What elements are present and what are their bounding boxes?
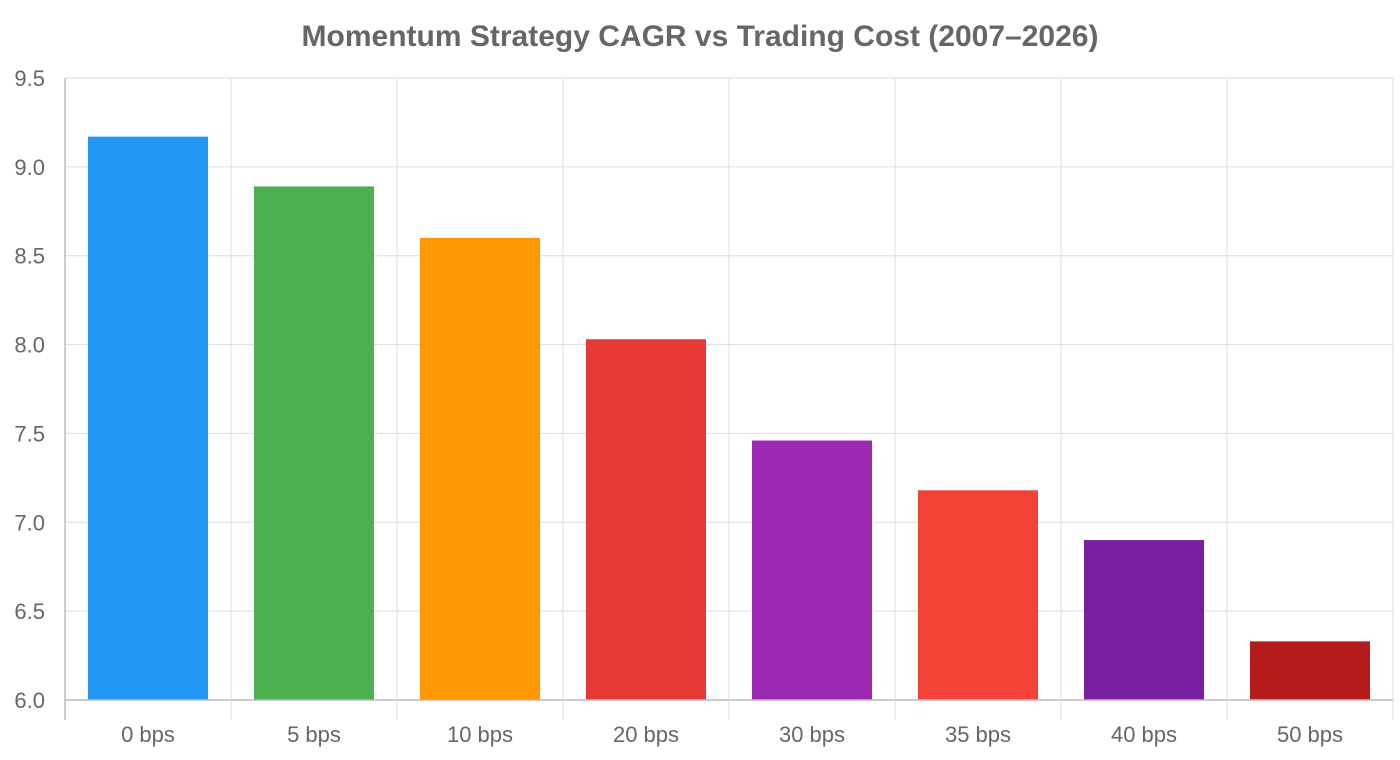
- x-tick-label: 20 bps: [613, 722, 679, 747]
- x-tick-label: 5 bps: [287, 722, 341, 747]
- x-tick-label: 40 bps: [1111, 722, 1177, 747]
- y-tick-label: 7.0: [14, 510, 45, 535]
- x-tick-label: 0 bps: [121, 722, 175, 747]
- y-axis-tick-labels: 6.0 6.5 7.0 7.5 8.0 8.5 9.0 9.5: [14, 66, 45, 713]
- x-tick-label: 35 bps: [945, 722, 1011, 747]
- x-tick-label: 10 bps: [447, 722, 513, 747]
- y-tick-label: 8.5: [14, 244, 45, 269]
- bar-10-bps: [420, 237, 540, 700]
- bar-30-bps: [752, 440, 872, 700]
- bars: [88, 136, 1370, 701]
- y-tick-label: 9.0: [14, 155, 45, 180]
- y-tick-label: 7.5: [14, 421, 45, 446]
- x-axis-tick-labels: 0 bps 5 bps 10 bps 20 bps 30 bps 35 bps 40 bps…: [121, 722, 1343, 747]
- y-tick-label: 8.0: [14, 333, 45, 358]
- bar-5-bps: [254, 186, 374, 701]
- bar-0-bps: [88, 136, 208, 700]
- axes: [64, 78, 1394, 720]
- bar-35-bps: [918, 490, 1038, 700]
- x-tick-label: 30 bps: [779, 722, 845, 747]
- bar-20-bps: [586, 339, 706, 700]
- y-tick-label: 6.0: [14, 688, 45, 713]
- bar-40-bps: [1084, 540, 1204, 700]
- y-tick-label: 9.5: [14, 66, 45, 91]
- bar-50-bps: [1250, 641, 1370, 700]
- x-tick-label: 50 bps: [1277, 722, 1343, 747]
- y-tick-label: 6.5: [14, 599, 45, 624]
- chart-title: Momentum Strategy CAGR vs Trading Cost (…: [301, 20, 1099, 53]
